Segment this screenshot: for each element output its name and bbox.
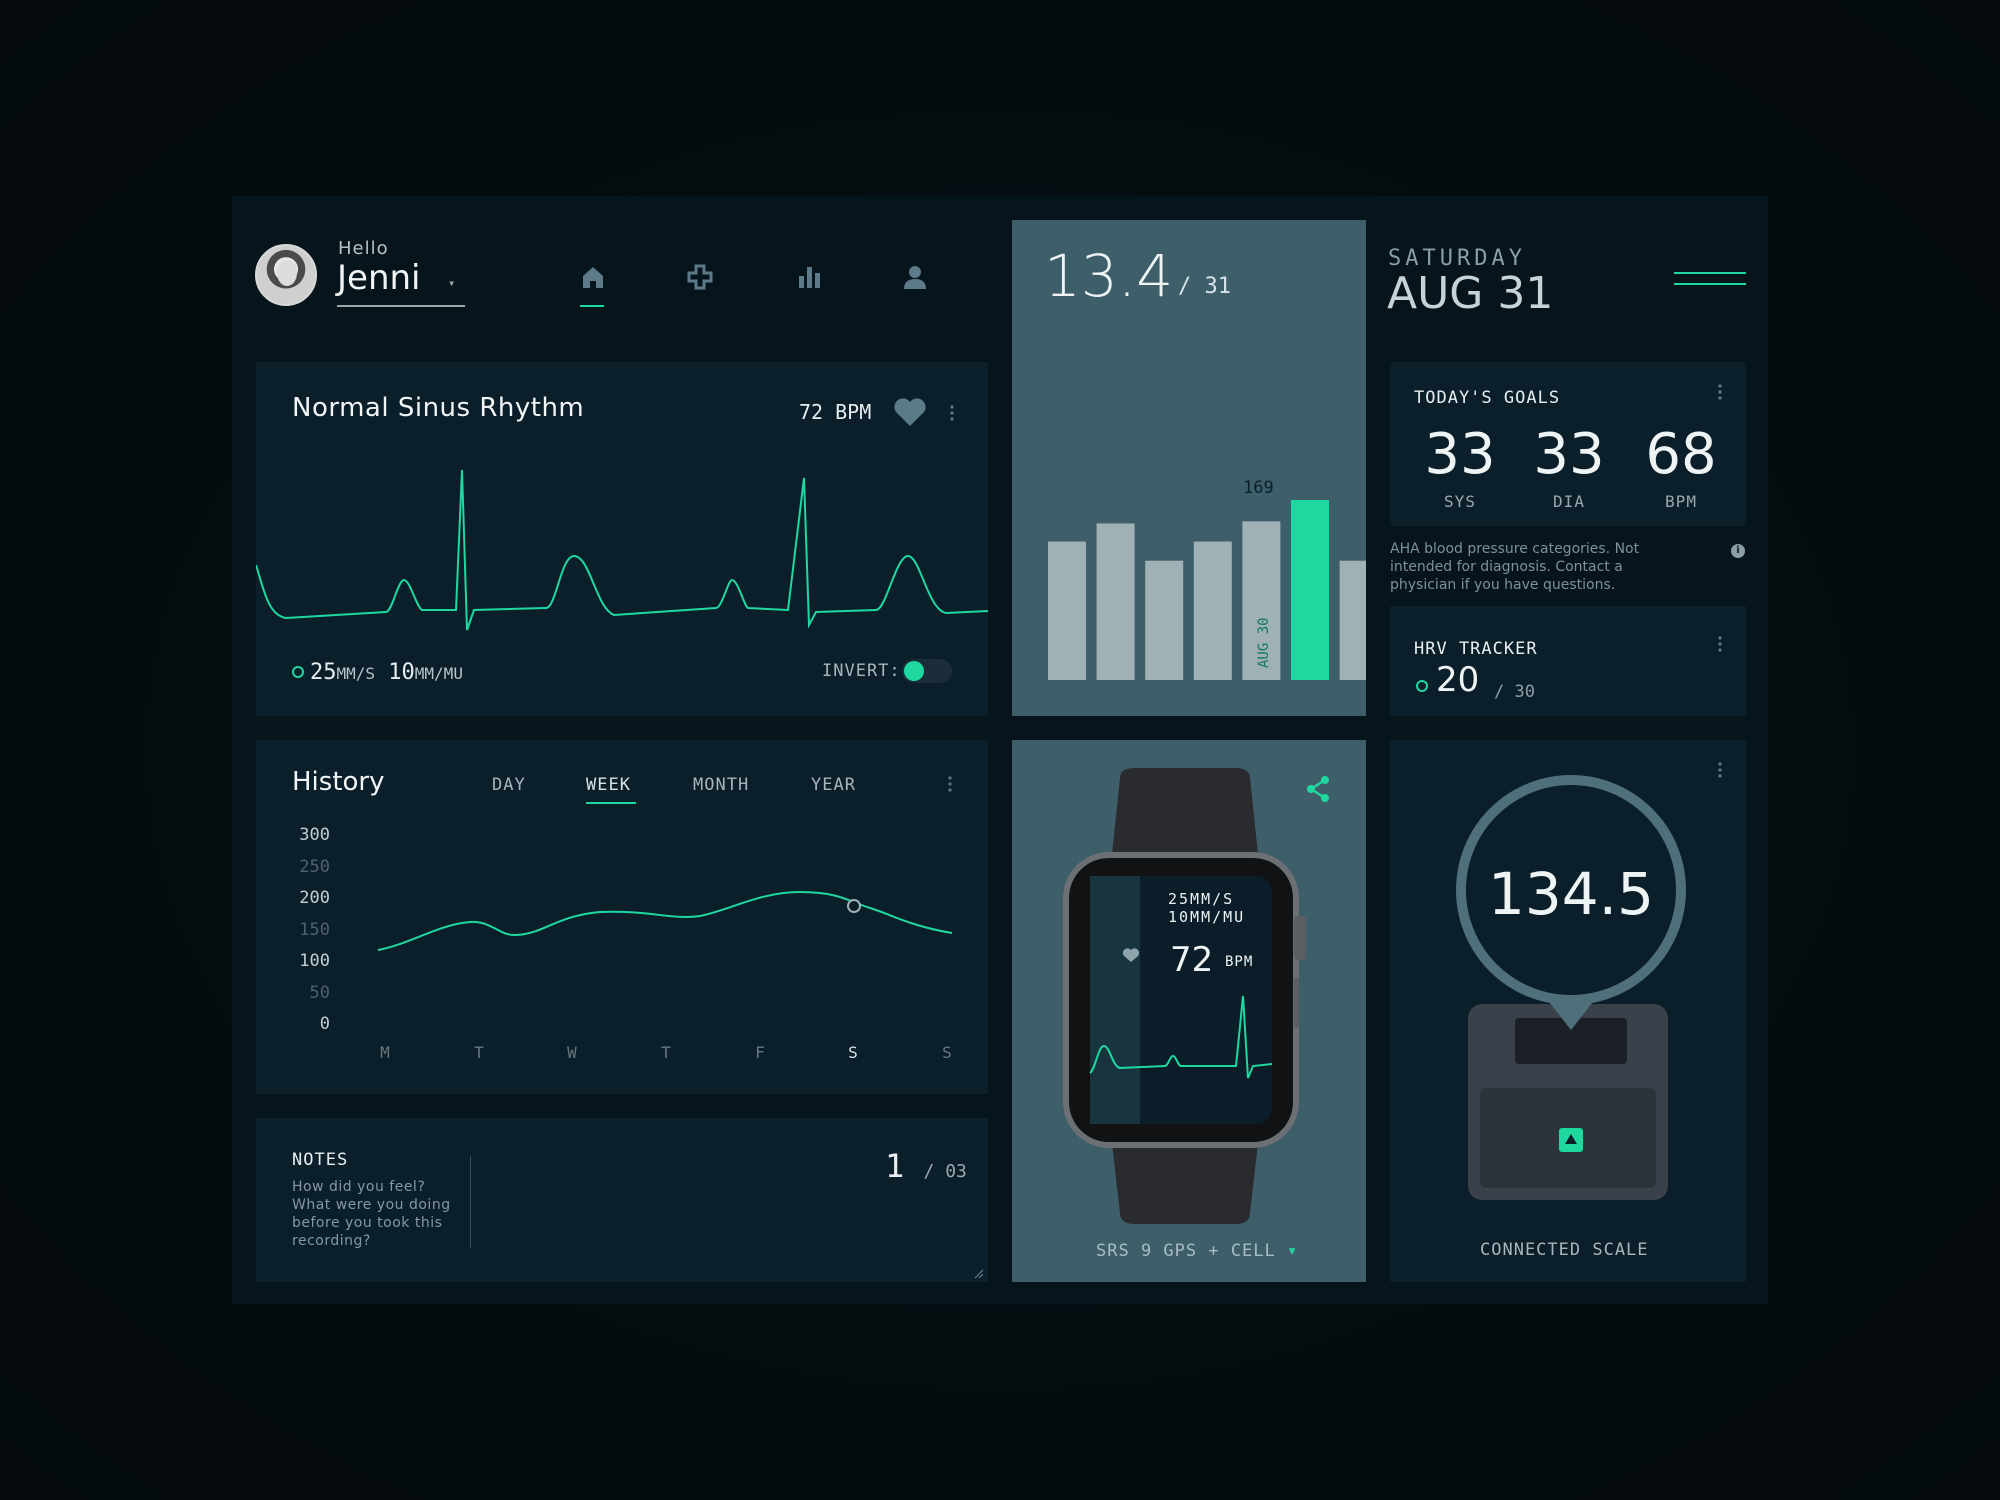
history-more-icon[interactable] bbox=[948, 776, 952, 796]
bar[interactable] bbox=[1048, 541, 1086, 680]
stat-value: 13.4 bbox=[1044, 242, 1174, 310]
history-title: History bbox=[292, 767, 385, 797]
invert-label: INVERT: bbox=[822, 661, 901, 681]
watch-speed: 25MM/S bbox=[1168, 890, 1235, 908]
x-tick: S bbox=[848, 1043, 858, 1062]
ecg-card bbox=[256, 362, 988, 716]
hrv-indicator-dot bbox=[1416, 680, 1428, 692]
ecg-title: Normal Sinus Rhythm bbox=[292, 393, 585, 423]
ecg-scale: 25MM/S 10MM/MU bbox=[310, 660, 463, 685]
history-card bbox=[256, 740, 988, 1094]
info-icon[interactable]: i bbox=[1731, 544, 1745, 558]
x-tick: F bbox=[755, 1043, 765, 1062]
goals-title: TODAY'S GOALS bbox=[1414, 388, 1561, 408]
notes-title: NOTES bbox=[292, 1150, 349, 1170]
nav-active-indicator bbox=[580, 305, 604, 307]
x-tick: T bbox=[661, 1043, 671, 1062]
profile-icon[interactable] bbox=[900, 262, 930, 292]
watch-image bbox=[1063, 768, 1306, 1224]
scale-illustration bbox=[1456, 775, 1686, 1200]
heart-icon bbox=[893, 397, 927, 431]
tab-week[interactable]: WEEK bbox=[586, 775, 631, 795]
resize-handle-icon[interactable] bbox=[972, 1264, 984, 1283]
watch-bpm-value: 72 bbox=[1170, 940, 1214, 980]
ecg-indicator-dot bbox=[292, 666, 304, 678]
bar[interactable] bbox=[1339, 560, 1366, 680]
tab-day[interactable]: DAY bbox=[492, 775, 526, 795]
tab-active-indicator bbox=[586, 802, 636, 804]
user-name-underline bbox=[337, 305, 465, 307]
chevron-down-icon[interactable]: ▾ bbox=[448, 276, 456, 290]
medical-cross-icon[interactable] bbox=[685, 262, 715, 292]
notes-pagination: 1 / 03 bbox=[885, 1147, 967, 1185]
bar[interactable] bbox=[1145, 560, 1184, 680]
y-tick: 250 bbox=[299, 857, 330, 877]
y-tick: 0 bbox=[319, 1014, 330, 1034]
hrv-total: / 30 bbox=[1494, 682, 1535, 702]
hrv-value: 20 bbox=[1436, 660, 1480, 700]
goal-bpm-value: 68 bbox=[1645, 422, 1717, 487]
home-icon[interactable] bbox=[578, 262, 608, 292]
scale-caption: CONNECTED SCALE bbox=[1480, 1240, 1649, 1260]
ecg-more-icon[interactable] bbox=[950, 405, 954, 425]
notes-prompt[interactable]: How did you feel? What were you doing be… bbox=[292, 1179, 451, 1249]
bar-date-label: AUG 30 bbox=[1256, 617, 1272, 668]
share-icon[interactable] bbox=[1306, 776, 1330, 806]
x-tick: S bbox=[942, 1043, 952, 1062]
invert-toggle[interactable] bbox=[902, 659, 952, 683]
y-tick: 100 bbox=[299, 951, 330, 971]
notes-card[interactable] bbox=[256, 1118, 988, 1282]
date: AUG 31 bbox=[1387, 268, 1554, 319]
watch-model-select[interactable]: SRS 9 GPS + CELL ▾ bbox=[1096, 1241, 1299, 1261]
hrv-more-icon[interactable] bbox=[1718, 636, 1722, 656]
y-tick: 50 bbox=[309, 983, 330, 1003]
watch-gain: 10MM/MU bbox=[1168, 908, 1246, 926]
hrv-card bbox=[1390, 606, 1746, 716]
notes-divider bbox=[470, 1156, 471, 1248]
y-tick: 300 bbox=[299, 825, 330, 845]
goal-sys-value: 33 bbox=[1424, 422, 1496, 487]
weekday: SATURDAY bbox=[1388, 246, 1526, 271]
tab-month[interactable]: MONTH bbox=[693, 775, 750, 795]
x-tick: T bbox=[474, 1043, 484, 1062]
bar-value-label: 169 bbox=[1243, 478, 1274, 498]
x-tick: W bbox=[567, 1043, 577, 1062]
bar[interactable] bbox=[1242, 521, 1281, 680]
bar[interactable] bbox=[1193, 541, 1232, 680]
ecg-waveform bbox=[256, 469, 988, 631]
scale-more-icon[interactable] bbox=[1718, 762, 1722, 782]
goal-sys-label: SYS bbox=[1444, 492, 1476, 511]
watch-bpm-unit: BPM bbox=[1225, 954, 1254, 970]
hrv-title: HRV TRACKER bbox=[1414, 639, 1538, 659]
history-line bbox=[377, 890, 953, 951]
chevron-down-icon: ▾ bbox=[1287, 1241, 1299, 1261]
bar[interactable] bbox=[1096, 523, 1135, 680]
goals-card bbox=[1390, 362, 1746, 526]
avatar[interactable] bbox=[255, 244, 317, 306]
y-tick: 200 bbox=[299, 888, 330, 908]
scale-value: 134.5 bbox=[1487, 860, 1655, 928]
y-tick: 150 bbox=[299, 920, 330, 940]
stat-total: / 31 bbox=[1178, 274, 1231, 299]
aha-disclaimer: AHA blood pressure categories. Not inten… bbox=[1390, 541, 1640, 593]
user-name[interactable]: Jenni bbox=[337, 258, 421, 298]
bar-highlight[interactable] bbox=[1291, 500, 1329, 680]
bar-chart-icon[interactable] bbox=[794, 262, 824, 292]
menu-icon-line[interactable] bbox=[1674, 283, 1746, 285]
greeting: Hello bbox=[338, 238, 389, 259]
goal-dia-value: 33 bbox=[1533, 422, 1605, 487]
goal-bpm-label: BPM bbox=[1665, 492, 1697, 511]
ecg-bpm: 72 BPM bbox=[799, 400, 872, 424]
bar-chart bbox=[1048, 500, 1366, 680]
x-tick: M bbox=[380, 1043, 390, 1062]
goal-dia-label: DIA bbox=[1553, 492, 1585, 511]
menu-icon[interactable] bbox=[1674, 272, 1746, 274]
tab-year[interactable]: YEAR bbox=[811, 775, 856, 795]
goals-more-icon[interactable] bbox=[1718, 384, 1722, 404]
